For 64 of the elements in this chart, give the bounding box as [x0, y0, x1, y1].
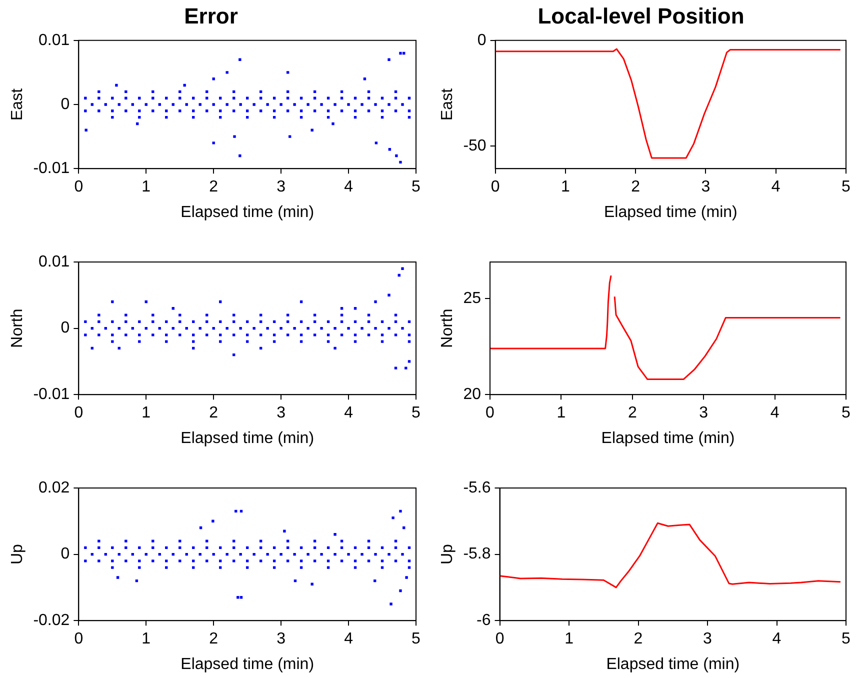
x-tick-label: 5	[412, 630, 421, 648]
x-tick-label: 1	[561, 178, 570, 196]
x-tick-label: 2	[209, 178, 218, 196]
y-tick-label: 0	[60, 96, 70, 113]
x-axis-title: Elapsed time (min)	[604, 204, 738, 221]
x-tick-label: 3	[276, 630, 286, 648]
y-tick-label: -5.8	[463, 546, 491, 563]
y-tick-label: -0.01	[33, 386, 70, 404]
y-tick-label: 0	[60, 546, 70, 563]
x-tick-label: 3	[699, 404, 708, 422]
y-axis-title: East	[9, 88, 26, 121]
x-tick-label: 0	[495, 630, 504, 648]
x-tick-label: 2	[209, 630, 218, 648]
x-tick-label: 2	[631, 178, 640, 196]
x-tick-label: 3	[701, 178, 710, 196]
x-tick-label: 0	[74, 630, 84, 648]
x-tick-label: 5	[842, 404, 851, 422]
x-tick-label: 3	[276, 178, 286, 196]
x-tick-label: 4	[344, 404, 354, 422]
x-axis-title: Elapsed time (min)	[180, 656, 314, 673]
x-tick-label: 0	[74, 178, 84, 196]
x-axis-title: Elapsed time (min)	[180, 204, 314, 221]
x-tick-label: 1	[142, 404, 151, 422]
y-tick-label: 0	[60, 320, 70, 337]
y-tick-label: 25	[463, 290, 482, 307]
chart-title: Local-level Position	[538, 3, 744, 28]
x-tick-label: 4	[344, 630, 354, 648]
x-tick-label: 5	[842, 630, 851, 648]
x-tick-label: 0	[74, 404, 84, 422]
y-tick-label: -6	[476, 612, 491, 630]
x-tick-label: 2	[209, 404, 218, 422]
x-tick-label: 3	[276, 404, 286, 422]
x-tick-label: 3	[703, 630, 712, 648]
y-axis-title: East	[439, 88, 456, 121]
x-tick-label: 5	[842, 178, 851, 196]
y-tick-label: 20	[463, 386, 482, 404]
y-axis-title: Up	[9, 544, 26, 565]
chart-title: Error	[184, 3, 238, 28]
y-tick-label: -5.6	[463, 479, 491, 496]
x-tick-label: 1	[142, 178, 151, 196]
x-tick-label: 5	[412, 178, 421, 196]
y-axis-title: North	[439, 308, 456, 348]
y-tick-label: -0.01	[33, 160, 70, 178]
y-tick-label: -50	[463, 137, 486, 154]
x-tick-label: 2	[634, 630, 643, 648]
x-tick-label: 2	[628, 404, 637, 422]
y-axis-title: Up	[439, 544, 456, 565]
x-tick-label: 1	[556, 404, 566, 422]
x-tick-label: 4	[344, 178, 354, 196]
x-axis-title: Elapsed time (min)	[601, 430, 735, 447]
x-axis-title: Elapsed time (min)	[180, 430, 314, 447]
x-tick-label: 4	[772, 630, 782, 648]
y-tick-label: -0.02	[33, 612, 70, 630]
x-tick-label: 4	[770, 404, 780, 422]
y-tick-label: 0.01	[38, 32, 70, 49]
x-axis-title: Elapsed time (min)	[606, 656, 740, 673]
y-tick-label: 0	[477, 32, 486, 49]
x-tick-label: 1	[142, 630, 151, 648]
y-tick-label: 0.02	[38, 479, 70, 496]
x-tick-label: 4	[771, 178, 780, 196]
y-axis-title: North	[9, 308, 26, 348]
y-tick-label: 0.01	[38, 253, 70, 270]
x-tick-label: 5	[412, 404, 421, 422]
x-tick-label: 1	[564, 630, 574, 648]
